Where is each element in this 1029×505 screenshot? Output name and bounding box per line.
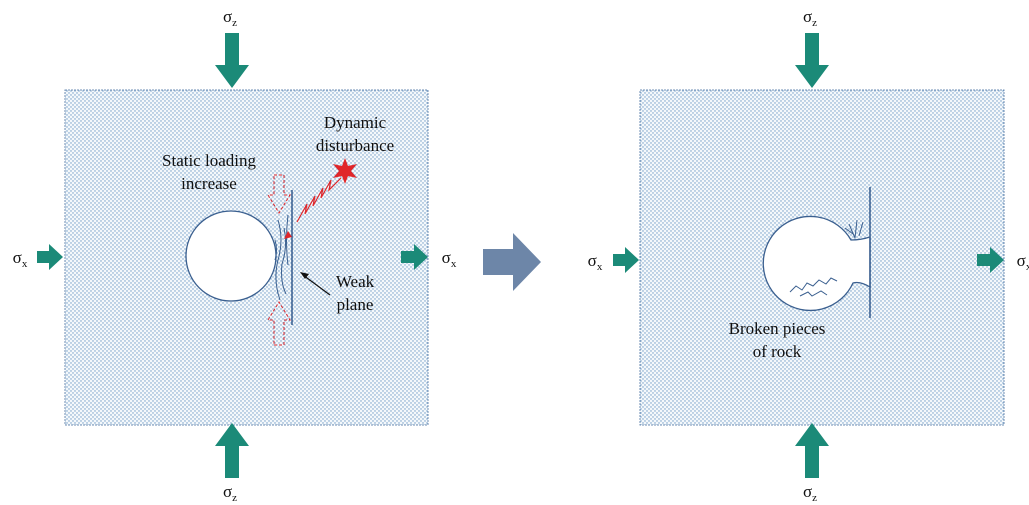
stress-label: σz (803, 482, 817, 504)
annotation: increase (181, 174, 237, 193)
annotation: Dynamic (324, 113, 387, 132)
stress-label: σx (442, 248, 457, 270)
stress-symbol: σ (803, 482, 812, 501)
stress-subscript: x (597, 261, 603, 273)
stress-symbol: σ (803, 7, 812, 26)
stress-symbol: σ (223, 7, 232, 26)
annotation: disturbance (316, 136, 394, 155)
stress-label: σx (588, 251, 603, 273)
diagram: σzσzσxσxσzσzσxσxDynamicdisturbanceStatic… (0, 0, 1029, 505)
annotation: plane (337, 295, 374, 314)
stress-label: σz (223, 482, 237, 504)
stress-symbol: σ (223, 482, 232, 501)
stress-symbol: σ (442, 248, 451, 267)
stress-subscript: x (451, 258, 457, 270)
stress-symbol: σ (588, 251, 597, 270)
annotation: Broken pieces (729, 319, 826, 338)
tunnel (186, 211, 276, 301)
stress-label: σz (803, 7, 817, 29)
stress-label: σx (13, 248, 28, 270)
annotation: Weak (336, 272, 375, 291)
annotation: of rock (753, 342, 802, 361)
stress-label: σz (223, 7, 237, 29)
stress-subscript: z (812, 492, 817, 504)
stress-subscript: z (812, 17, 817, 29)
annotation: Static loading (162, 151, 256, 170)
stress-symbol: σ (1017, 251, 1026, 270)
transition-arrow (483, 233, 541, 291)
stress-label: σx (1017, 251, 1029, 273)
stress-subscript: z (232, 492, 237, 504)
stress-symbol: σ (13, 248, 22, 267)
stress-subscript: z (232, 17, 237, 29)
stress-subscript: x (22, 258, 28, 270)
